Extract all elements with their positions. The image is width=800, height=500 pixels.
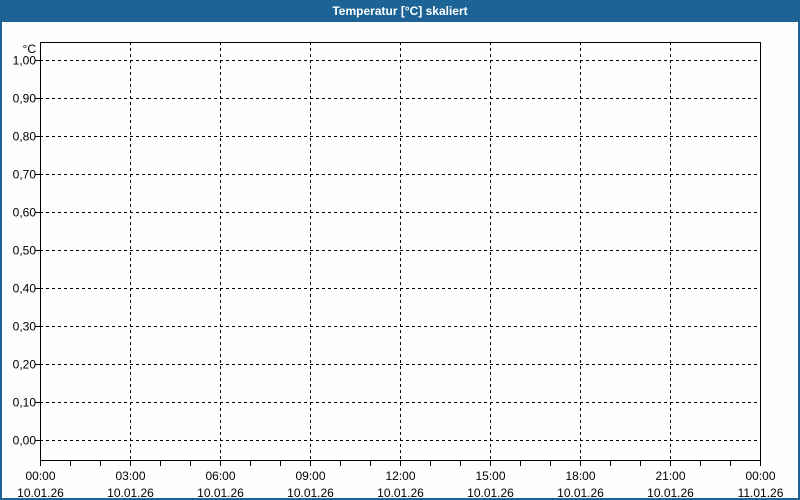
- y-tick-label: 0,60: [13, 206, 37, 220]
- x-tick-date-label: 10.01.26: [197, 486, 244, 500]
- chart-title: Temperatur [°C] skaliert: [332, 4, 468, 18]
- x-tick-time-label: 21:00: [655, 469, 685, 483]
- x-tick-date-label: 10.01.26: [377, 486, 424, 500]
- x-tick-date-label: 10.01.26: [557, 486, 604, 500]
- y-tick-label: 0,20: [13, 358, 37, 372]
- y-tick-label: 0,80: [13, 130, 37, 144]
- y-tick-label: 0,10: [13, 396, 37, 410]
- plot-area: °C1,00 0,90 0,80 0,70 0,60 0,50 0,40 0,30 0,20 0,…: [13, 42, 784, 500]
- x-tick-time-label: 06:00: [205, 469, 235, 483]
- x-tick-time-label: 12:00: [385, 469, 415, 483]
- x-tick-date-label: 10.01.26: [287, 486, 334, 500]
- x-tick-time-label: 15:00: [475, 469, 505, 483]
- x-tick-date-label: 11.01.26: [738, 486, 784, 500]
- y-tick-label: 0,00: [13, 434, 37, 448]
- x-tick-time-label: 00:00: [25, 469, 55, 483]
- y-tick-label: 0,40: [13, 282, 37, 296]
- window-border-left: [0, 22, 2, 500]
- x-tick-date-label: 10.01.26: [467, 486, 514, 500]
- y-tick-label: 0,90: [13, 92, 37, 106]
- x-tick-date-label: 10.01.26: [107, 486, 154, 500]
- y-tick-label: 0,70: [13, 168, 37, 182]
- x-tick-time-label: 18:00: [565, 469, 595, 483]
- y-tick-label: 0,30: [13, 320, 37, 334]
- x-tick-date-label: 10.01.26: [647, 486, 694, 500]
- y-axis-unit-label: °C: [23, 42, 37, 56]
- y-tick-label: 1,00: [13, 54, 37, 68]
- x-tick-time-label: 09:00: [295, 469, 325, 483]
- x-tick-time-label: 00:00: [745, 469, 775, 483]
- window-border-right: [798, 22, 800, 500]
- x-tick-time-label: 03:00: [115, 469, 145, 483]
- y-tick-label: 0,50: [13, 244, 37, 258]
- x-tick-date-label: 10.01.26: [17, 486, 64, 500]
- window-titlebar[interactable]: Temperatur [°C] skaliert: [0, 0, 800, 22]
- window-border-bottom: [0, 498, 800, 500]
